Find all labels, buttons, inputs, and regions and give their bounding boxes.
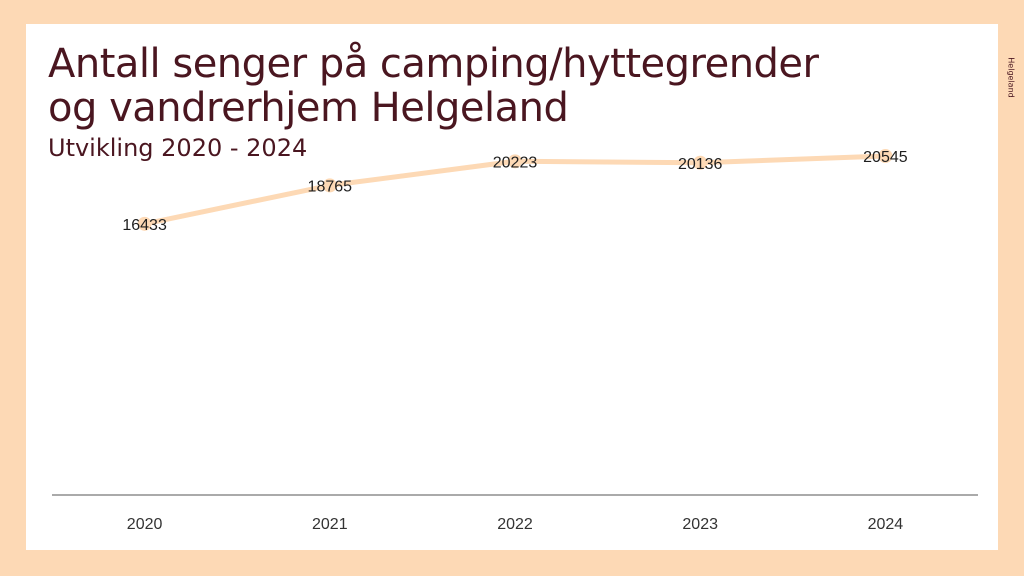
data-label-2020: 16433 bbox=[122, 217, 167, 234]
x-tick-2023: 2023 bbox=[682, 516, 718, 533]
data-point-2020 bbox=[137, 216, 152, 231]
x-tick-2024: 2024 bbox=[868, 516, 904, 533]
data-label-2021: 18765 bbox=[308, 178, 353, 195]
labels-layer: 16433 18765 20223 20136 20545 bbox=[122, 149, 907, 234]
chart-title: Antall senger på camping/hyttegrender og… bbox=[48, 41, 819, 131]
series-layer bbox=[137, 149, 893, 231]
slide: Antall senger på camping/hyttegrender og… bbox=[26, 24, 1016, 550]
data-label-2024: 20545 bbox=[863, 149, 908, 166]
data-point-2022 bbox=[508, 154, 522, 169]
data-label-2022: 20223 bbox=[493, 154, 538, 171]
data-point-2024 bbox=[878, 149, 893, 164]
x-tick-labels: 2020 2021 2022 2023 2024 bbox=[127, 516, 903, 533]
x-tick-2020: 2020 bbox=[127, 516, 163, 533]
data-point-2021 bbox=[322, 178, 337, 193]
x-tick-2022: 2022 bbox=[497, 516, 533, 533]
data-label-2023: 20136 bbox=[678, 156, 723, 173]
x-tick-2021: 2021 bbox=[312, 516, 348, 533]
chart-subtitle: Utvikling 2020 - 2024 bbox=[48, 134, 308, 162]
data-point-2023 bbox=[693, 155, 708, 170]
